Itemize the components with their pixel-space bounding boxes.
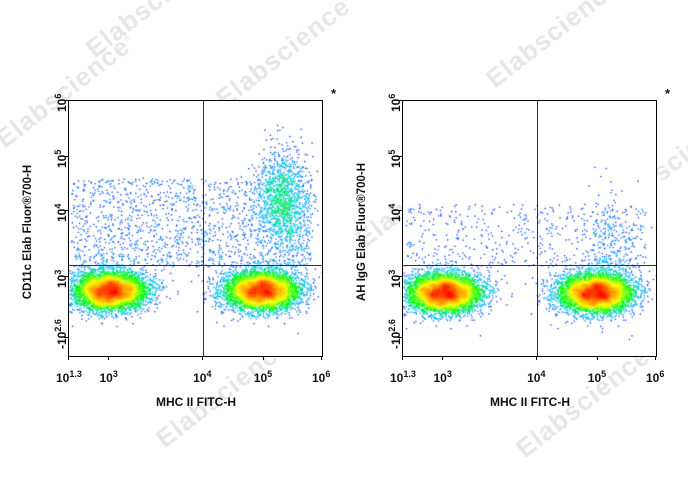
- y-tick-label: 105: [53, 149, 69, 169]
- y-tick-mark: [398, 209, 402, 211]
- x-tick-label: 106: [312, 369, 331, 385]
- y-tick-label: -102.6: [387, 319, 403, 350]
- quadrant-gate-vertical[interactable]: [537, 101, 539, 356]
- y-tick-label: 103: [53, 269, 69, 288]
- y-tick-mark: [64, 337, 68, 339]
- y-tick-mark: [398, 100, 402, 101]
- x-tick-label: 106: [646, 369, 665, 385]
- x-tick-mark: [536, 356, 538, 360]
- y-tick-label: 104: [53, 203, 69, 222]
- y-tick-mark: [64, 275, 68, 277]
- quadrant-gate-horizontal[interactable]: [403, 265, 656, 267]
- x-tick-label: 104: [193, 369, 212, 385]
- annotation-star: *: [665, 86, 671, 101]
- x-axis-label: MHC II FITC-H: [490, 395, 570, 409]
- x-tick-label: 103: [433, 369, 452, 385]
- event-scatter: [69, 101, 322, 356]
- annotation-star: *: [331, 86, 337, 101]
- y-tick-label: 105: [387, 149, 403, 169]
- event-scatter: [403, 101, 656, 356]
- y-tick-mark: [64, 156, 68, 158]
- y-tick-label: 106: [387, 93, 403, 112]
- y-tick-mark: [398, 275, 402, 277]
- watermark: Elabscience®: [210, 0, 356, 114]
- y-axis-label: AH IgG Elab Fluor®700-H: [356, 162, 368, 302]
- x-tick-mark: [262, 356, 264, 360]
- y-tick-label: 104: [387, 203, 403, 222]
- quadrant-gate-vertical[interactable]: [203, 101, 205, 356]
- x-tick-label: 105: [587, 369, 607, 385]
- y-axis-label: CD11c Elab Fluor®700-H: [22, 164, 34, 300]
- quadrant-gate-horizontal[interactable]: [69, 265, 322, 267]
- x-tick-label: 105: [253, 369, 273, 385]
- y-tick-label: 103: [387, 269, 403, 288]
- x-tick-mark: [655, 356, 656, 360]
- x-tick-label: 101.3: [390, 369, 416, 385]
- x-tick-mark: [108, 356, 110, 360]
- x-tick-mark: [321, 356, 322, 360]
- y-tick-label: -102.6: [53, 319, 69, 350]
- x-tick-label: 101.3: [56, 369, 82, 385]
- density-plot: [68, 100, 323, 357]
- y-tick-mark: [64, 209, 68, 211]
- x-tick-mark: [442, 356, 444, 360]
- x-tick-label: 103: [99, 369, 118, 385]
- y-tick-mark: [64, 100, 68, 101]
- y-tick-mark: [398, 156, 402, 158]
- density-plot: [402, 100, 657, 357]
- watermark: Elabscience®: [480, 0, 626, 94]
- x-tick-mark: [202, 356, 204, 360]
- x-tick-mark: [402, 356, 403, 360]
- x-tick-label: 104: [527, 369, 546, 385]
- x-tick-mark: [596, 356, 598, 360]
- x-tick-mark: [68, 356, 69, 360]
- y-tick-label: 106: [53, 93, 69, 112]
- x-axis-label: MHC II FITC-H: [156, 395, 236, 409]
- y-tick-mark: [398, 337, 402, 339]
